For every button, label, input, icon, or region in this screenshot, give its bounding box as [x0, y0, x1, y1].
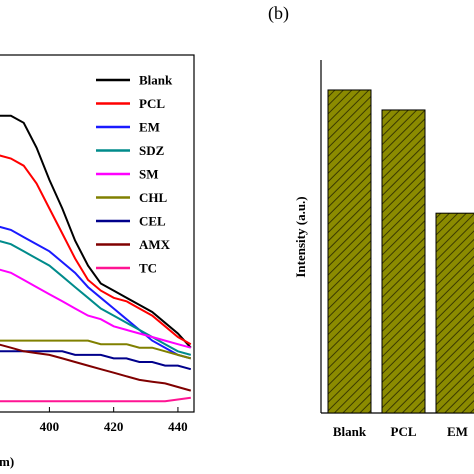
bar-label-em: EM	[447, 424, 468, 439]
legend-label-chl: CHL	[139, 190, 168, 205]
line-series-cel	[0, 350, 192, 371]
line-series-blank	[0, 114, 192, 349]
line-x-tick-label: 420	[104, 419, 124, 434]
legend-label-blank: Blank	[139, 73, 173, 88]
legend-label-em: EM	[139, 120, 160, 135]
bar-em	[435, 212, 474, 414]
line-series-tc	[0, 396, 191, 403]
legend-label-amx: AMX	[139, 237, 171, 252]
line-series-em	[0, 225, 192, 360]
bar-series	[327, 89, 474, 414]
line-series-sdz	[0, 240, 192, 356]
panel-label-b: (b)	[268, 3, 289, 24]
bar-y-axis-label: Intensity (a.u.)	[293, 196, 308, 277]
line-x-ticks: 400 420 440	[40, 407, 188, 434]
bar-blank	[327, 89, 372, 414]
line-series-chl	[0, 339, 192, 360]
bar-x-tick-labels: Blank PCL EM	[333, 424, 468, 439]
legend-label-pcl: PCL	[139, 96, 165, 111]
line-series-amx	[0, 343, 192, 392]
legend-label-sdz: SDZ	[139, 143, 165, 158]
legend: Blank PCL EM SDZ SM CHL CEL AMX TC	[96, 73, 173, 276]
line-x-tick-label: 400	[40, 419, 60, 434]
legend-label-cel: CEL	[139, 214, 166, 229]
line-x-axis-label: m)	[0, 454, 14, 469]
line-chart-panel: 400 420 440 Blank PCL EM SDZ SM CHL CEL AMX TC m)	[0, 54, 195, 469]
bar-label-blank: Blank	[333, 424, 367, 439]
line-series-group	[0, 114, 192, 403]
line-chart-frame	[0, 54, 195, 413]
line-series-sm	[0, 268, 192, 349]
bar-chart-panel: (b) Blank PCL EM Intensity (a.u.)	[268, 3, 474, 439]
legend-label-tc: TC	[139, 261, 157, 276]
bar-pcl	[381, 109, 426, 414]
line-series-pcl	[0, 154, 192, 346]
legend-label-sm: SM	[139, 167, 159, 182]
line-x-tick-label: 440	[168, 419, 188, 434]
bar-label-pcl: PCL	[391, 424, 417, 439]
